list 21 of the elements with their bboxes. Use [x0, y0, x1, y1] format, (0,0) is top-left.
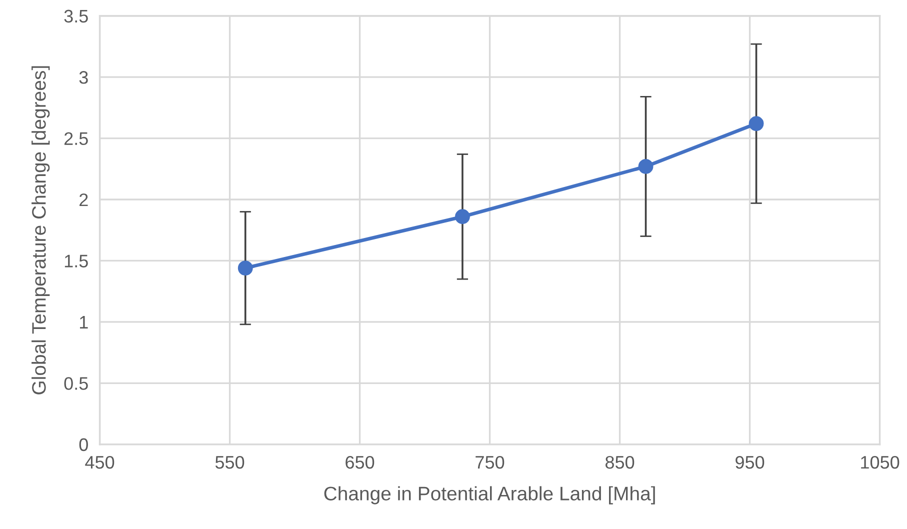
x-tick-label: 750 [476, 456, 504, 469]
x-axis-title: Change in Potential Arable Land [Mha] [324, 486, 655, 504]
y-tick-label: 0 [79, 438, 88, 452]
y-tick-label: 3.5 [64, 10, 88, 23]
point [455, 209, 470, 224]
point [748, 116, 764, 132]
y-tick-label: 1 [80, 316, 88, 328]
point [638, 158, 654, 174]
x-tick-label: 450 [85, 456, 114, 469]
x-tick-label: 950 [736, 456, 764, 469]
y-tick-label: 1.5 [64, 254, 88, 268]
point [238, 260, 253, 276]
x-tick-label: 650 [346, 456, 374, 469]
y-tick-label: 2 [80, 193, 88, 206]
y-tick-label: 0.5 [64, 377, 88, 390]
x-tick-label: 1050 [861, 456, 900, 469]
y-tick-label: 2.5 [64, 132, 88, 146]
y-tick-label: 3 [79, 71, 88, 84]
y-axis-title: Global Temperature Change [degrees] [32, 66, 50, 394]
x-tick-label: 850 [606, 456, 634, 469]
x-tick-label: 550 [215, 456, 244, 469]
